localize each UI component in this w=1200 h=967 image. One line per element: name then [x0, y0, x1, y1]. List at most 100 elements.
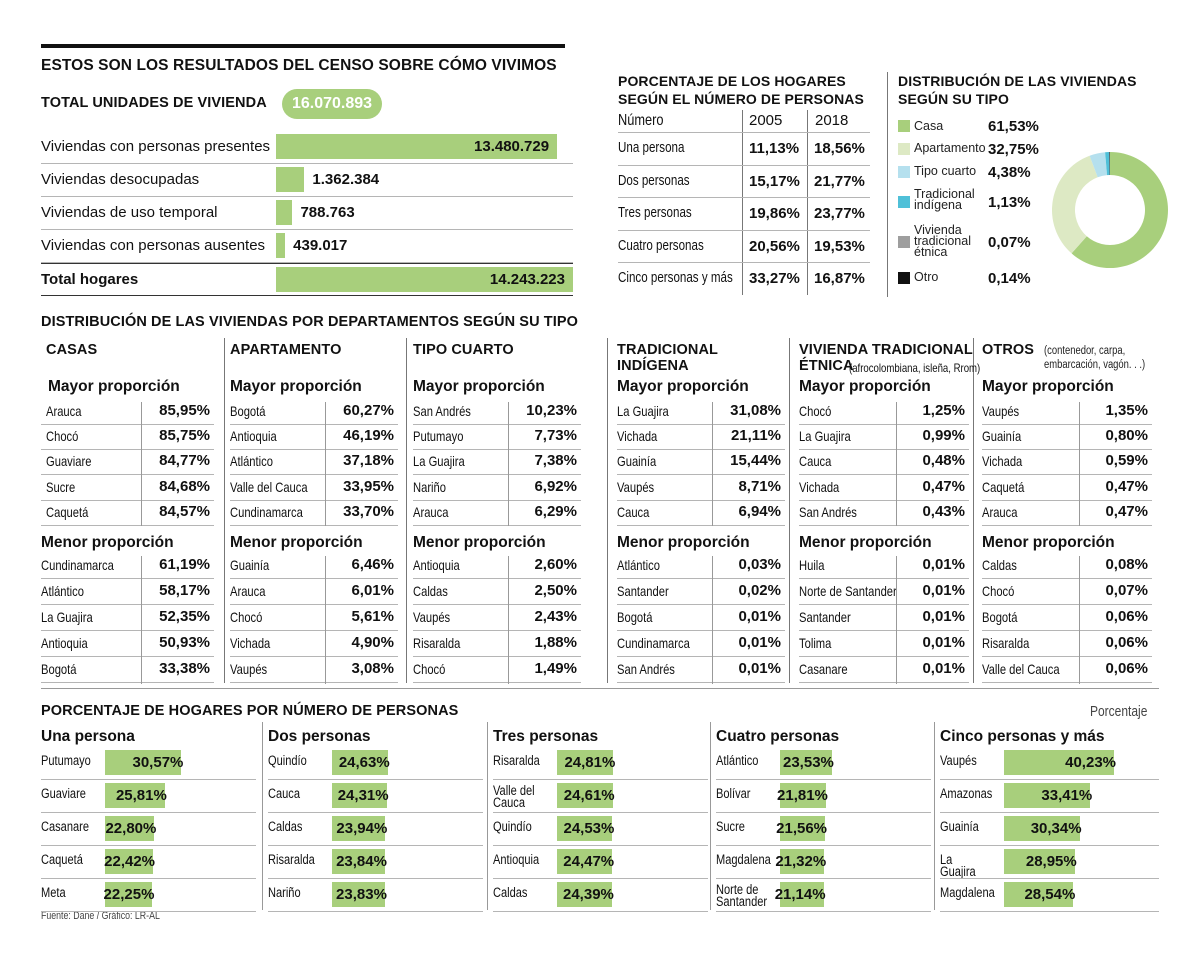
- bar-value: 24,81%: [564, 754, 616, 771]
- row-rule: [41, 812, 256, 813]
- value-divider: [712, 402, 713, 526]
- dept-name: Vichada: [617, 428, 658, 445]
- dept-value: 0,01%: [738, 634, 781, 651]
- row-rule: [716, 911, 931, 912]
- row-rule: [413, 524, 581, 526]
- legend-label: Tradicional indígena: [914, 187, 975, 212]
- dept-value: 8,71%: [738, 477, 781, 495]
- dept-value: 15,44%: [730, 452, 781, 470]
- dept-name: Antioquia: [230, 428, 277, 445]
- bar-category: Vaupés: [940, 753, 977, 768]
- dept-value: 6,29%: [534, 502, 577, 520]
- bar-value: 24,63%: [338, 754, 390, 771]
- vivienda-bar: [276, 233, 286, 258]
- dept-value: 37,18%: [343, 452, 394, 470]
- dept-value: 60,27%: [343, 402, 394, 419]
- row-rule: [413, 682, 581, 683]
- dept-name: Bogotá: [982, 609, 1018, 625]
- legend-label: Apartamento: [914, 141, 986, 155]
- column-divider: [789, 338, 790, 683]
- mayor-label: Mayor proporción: [799, 378, 931, 395]
- dept-value: 84,68%: [159, 477, 210, 495]
- dept-name: Cauca: [799, 453, 832, 470]
- dept-name: Guainía: [617, 453, 657, 470]
- legend-swatch: [898, 120, 910, 132]
- menor-label: Menor proporción: [230, 534, 363, 551]
- dept-value: 0,06%: [1105, 608, 1148, 625]
- row-rule: [799, 524, 969, 526]
- dept-value: 2,50%: [534, 582, 577, 599]
- dept-value: 0,59%: [1105, 452, 1148, 470]
- value-divider: [508, 556, 509, 684]
- vivienda-bar: [276, 134, 558, 159]
- bar-category: Magdalena: [716, 852, 771, 867]
- dept-name: Chocó: [413, 661, 446, 677]
- vivienda-bar: [276, 267, 573, 292]
- row-rule: [41, 474, 214, 476]
- bar: [332, 816, 386, 841]
- dept-name: Bogotá: [230, 403, 266, 419]
- source-note: Fuente: Dane / Gráfico: LR-AL: [41, 910, 160, 922]
- bar-category: Quindío: [268, 753, 307, 768]
- bar-value: 22,80%: [105, 820, 157, 837]
- row-rule: [41, 656, 214, 657]
- value-divider: [1079, 402, 1080, 526]
- row-rule: [41, 845, 256, 846]
- row-rule: [982, 474, 1152, 476]
- bar-category: Meta: [41, 885, 66, 900]
- bars-title: PORCENTAJE DE HOGARES POR NÚMERO DE PERS…: [41, 703, 459, 719]
- legend-swatch: [898, 236, 910, 248]
- dept-value: 0,03%: [738, 556, 781, 573]
- dept-name: Casanare: [799, 661, 848, 677]
- dept-name: Guainía: [982, 428, 1022, 445]
- bar: [1004, 882, 1074, 907]
- group-title: Tres personas: [493, 728, 599, 745]
- row-rule: [982, 682, 1152, 683]
- menor-label: Menor proporción: [799, 534, 932, 551]
- column-title-2: INDÍGENA: [617, 358, 689, 374]
- row-rule: [982, 499, 1152, 501]
- value-divider: [712, 556, 713, 684]
- bar: [557, 783, 613, 808]
- bar-value: 23,84%: [336, 853, 387, 870]
- bar-category: Amazonas: [940, 786, 993, 801]
- row-rule: [268, 812, 483, 813]
- dept-name: Vichada: [982, 453, 1023, 470]
- bar-value: 24,47%: [563, 853, 615, 870]
- dept-name: Cundinamarca: [230, 503, 303, 520]
- dept-name: Tolima: [799, 635, 832, 651]
- donut-slice: [1052, 155, 1098, 254]
- dept-value: 0,80%: [1105, 427, 1148, 445]
- dept-value: 0,01%: [922, 634, 965, 651]
- hogares-row-2018: 16,87%: [814, 270, 865, 287]
- legend-value: 1,13%: [988, 194, 1031, 211]
- column-divider: [224, 338, 225, 683]
- vivienda-label: Total hogares: [41, 271, 139, 288]
- row-rule: [617, 499, 785, 501]
- row-rule: [41, 604, 214, 605]
- hogares-row-label: Dos personas: [618, 172, 690, 189]
- row-rule: [41, 196, 573, 197]
- row-rule: [617, 682, 785, 683]
- column-title: TIPO CUARTO: [413, 342, 514, 358]
- page-title: ESTOS SON LOS RESULTADOS DEL CENSO SOBRE…: [41, 57, 557, 74]
- hogares-row-label: Cinco personas y más: [618, 270, 733, 286]
- bar-value: 24,53%: [563, 820, 615, 837]
- dept-value: 6,01%: [351, 582, 394, 599]
- vivienda-value: 1.362.384: [312, 171, 380, 188]
- row-rule: [413, 449, 581, 451]
- legend-label: Casa: [914, 119, 944, 133]
- dept-value: 0,01%: [738, 608, 781, 625]
- dept-value: 0,01%: [922, 582, 965, 599]
- row-rule: [617, 449, 785, 451]
- dept-name: Caquetá: [982, 478, 1025, 495]
- bar-category: Antioquia: [493, 852, 540, 867]
- row-rule: [413, 578, 581, 579]
- dept-value: 2,43%: [534, 608, 577, 625]
- mayor-label: Mayor proporción: [617, 378, 749, 395]
- bar: [105, 882, 153, 907]
- dept-name: Santander: [617, 583, 669, 599]
- dept-name: La Guajira: [617, 403, 669, 419]
- row-rule: [617, 656, 785, 657]
- row-rule: [617, 424, 785, 425]
